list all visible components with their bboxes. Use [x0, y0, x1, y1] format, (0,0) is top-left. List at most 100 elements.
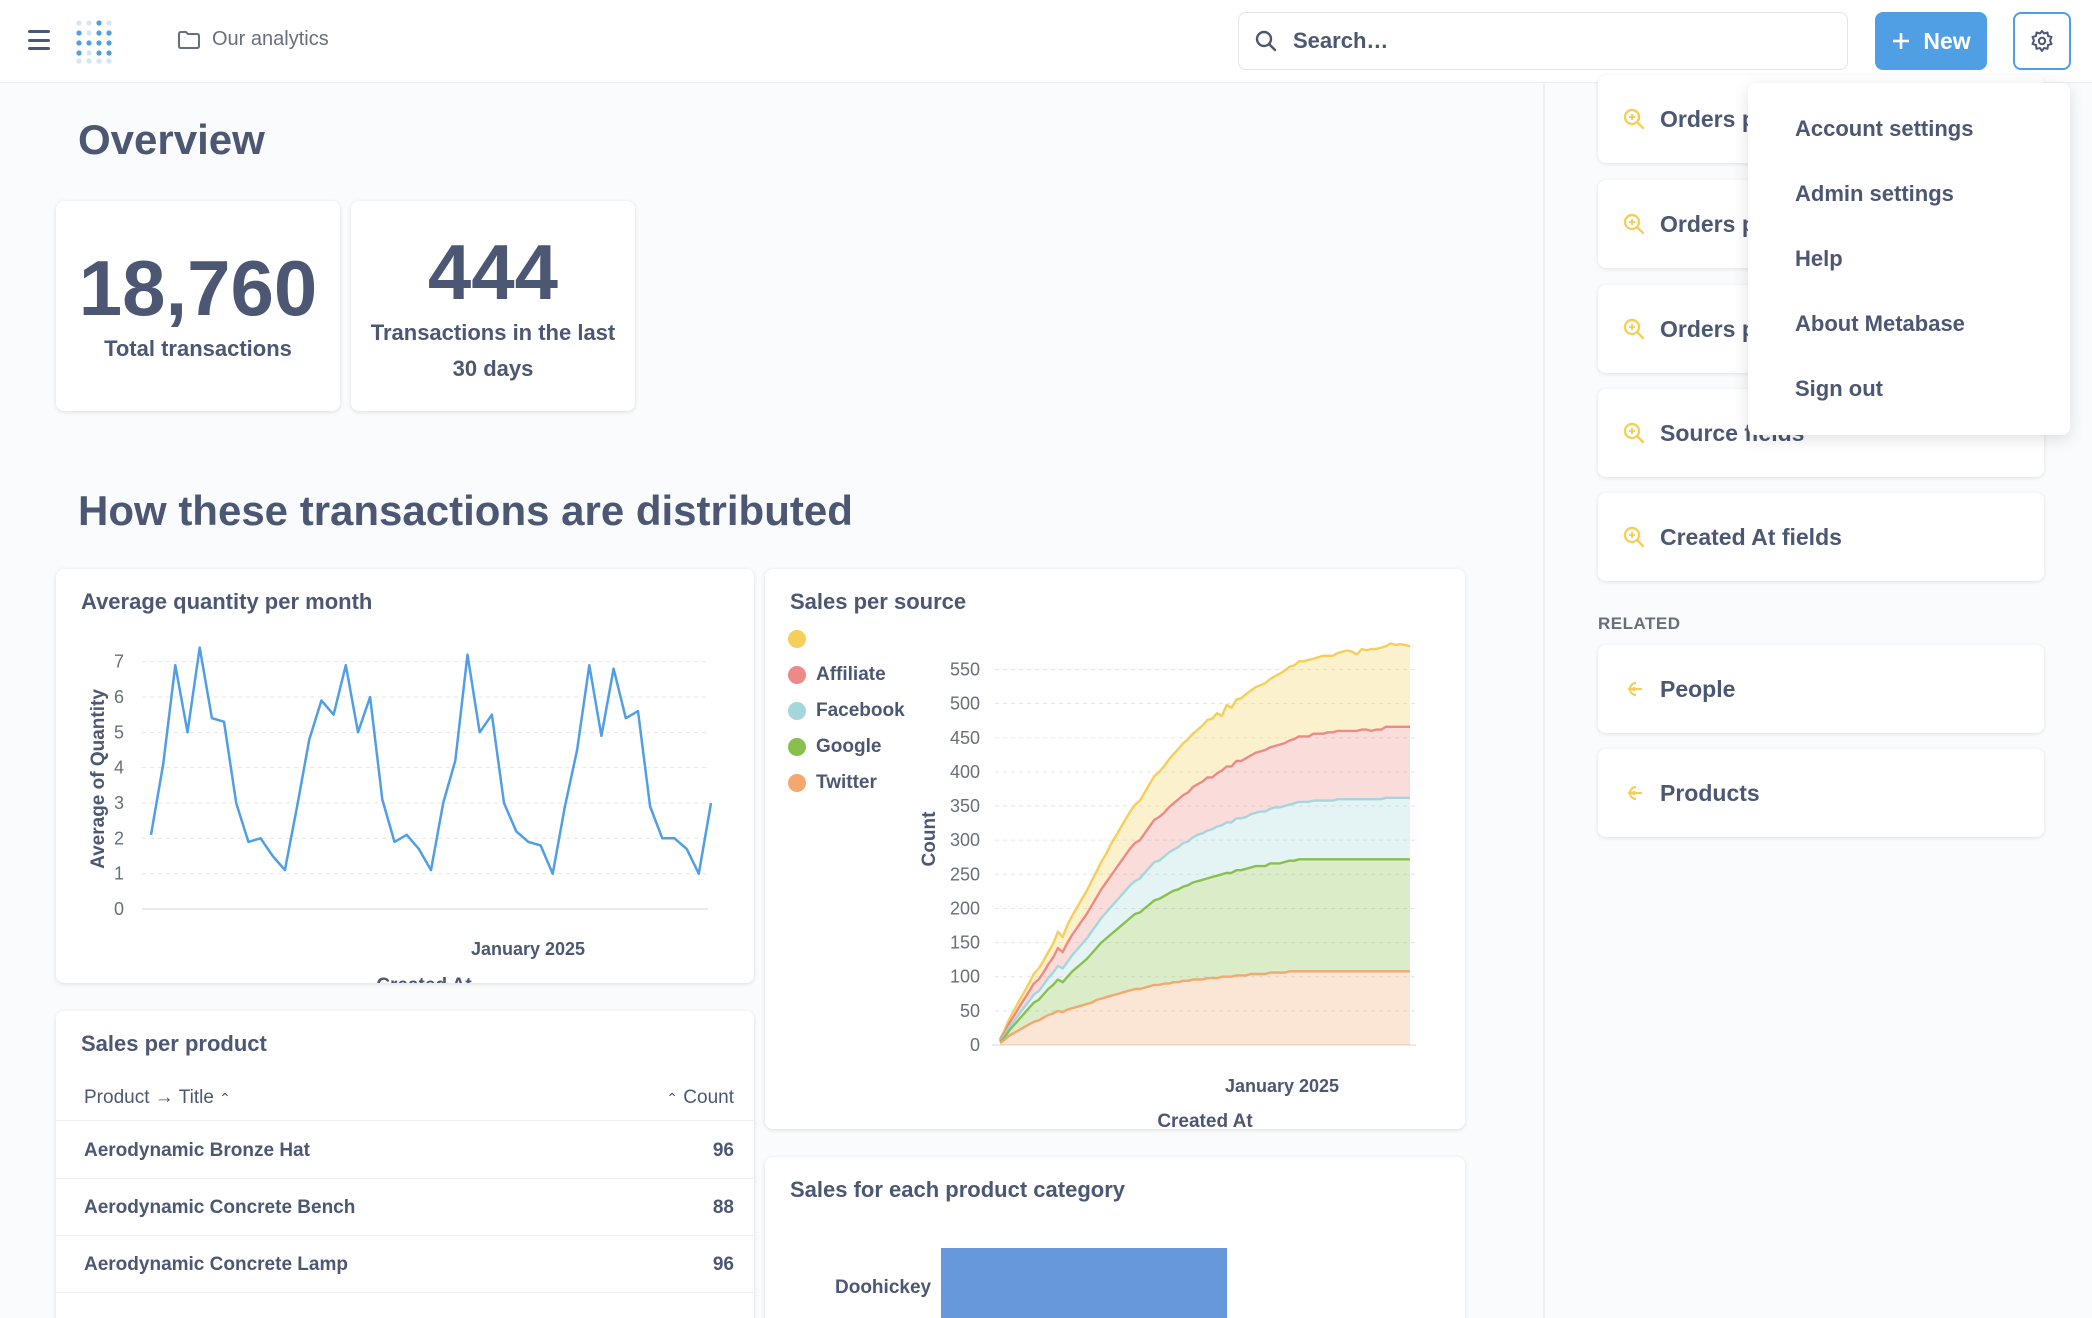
related-item-label: Products — [1660, 779, 1760, 806]
category-label-doohickey: Doohickey — [835, 1277, 932, 1298]
breadcrumb[interactable]: Our analytics — [178, 28, 329, 51]
y-tick-label: 50 — [960, 1001, 980, 1021]
legend-label: Facebook — [816, 700, 905, 721]
new-button[interactable]: New — [1875, 12, 1987, 70]
avg-quantity-chart: 0 1 2 3 4 5 6 7 January 2025 Created At Average of… — [88, 646, 713, 983]
y-tick-label: 350 — [950, 796, 980, 816]
menu-item-about-metabase[interactable]: About Metabase — [1795, 311, 1965, 336]
search-input[interactable] — [1293, 28, 1813, 54]
y-tick-label: 3 — [114, 793, 124, 813]
avg-quantity-title: Average quantity per month — [81, 589, 373, 614]
y-tick-label: 150 — [950, 933, 980, 953]
y-tick-label: 4 — [114, 758, 124, 778]
sidebar-item-label: Created At fields — [1660, 523, 1842, 550]
top-navigation-bar: Our analytics New — [0, 0, 2092, 83]
cell-title[interactable]: Aerodynamic Bronze Hat — [84, 1140, 310, 1161]
cell-count: 96 — [712, 1254, 734, 1275]
zoom-in-icon — [1623, 213, 1645, 235]
menu-item-help[interactable]: Help — [1795, 246, 1843, 271]
legend-item-facebook[interactable]: Facebook — [788, 693, 905, 729]
sales-source-card[interactable]: Sales per source Affiliate Facebook Goog… — [765, 569, 1465, 1129]
sales-source-chart: 0 50 100 150 200 250 300 350 400 450 500 550 January… — [919, 642, 1416, 1129]
menu-item-sign-out[interactable]: Sign out — [1795, 376, 1883, 401]
y-tick-label: 300 — [950, 830, 980, 850]
sort-ascending-icon: ⌃ — [666, 1090, 679, 1106]
distribution-heading: How these transactions are distributed — [78, 487, 853, 534]
sales-product-card[interactable]: Sales per product Product → Title ⌃ ⌃ Co… — [56, 1011, 754, 1318]
total-transactions-label: Total transactions — [104, 336, 292, 361]
menu-item-account-settings[interactable]: Account settings — [1795, 116, 1974, 141]
legend-dot-facebook — [788, 702, 806, 720]
y-tick-label: 1 — [114, 864, 124, 884]
avg-quantity-card[interactable]: Average quantity per month 0 1 2 3 4 5 6 7 Janua… — [56, 569, 754, 983]
dashboard-main: Overview 18,760 Total transactions 444 T… — [0, 83, 1543, 1318]
column-header-count-label: Count — [683, 1087, 734, 1108]
sales-category-card[interactable]: Sales for each product category Doohicke… — [765, 1157, 1465, 1318]
column-header-title[interactable]: Product → Title ⌃ — [84, 1087, 231, 1109]
legend-dot-affiliate — [788, 666, 806, 684]
zoom-in-icon — [1623, 422, 1645, 444]
recent-transactions-label: Transactions in the last 30 days — [370, 320, 616, 381]
area-series-affiliate-fill — [1000, 726, 1410, 1041]
sales-category-title: Sales for each product category — [790, 1177, 1125, 1202]
table-row[interactable]: Aerodynamic Concrete Lamp 96 — [56, 1236, 754, 1293]
sort-ascending-icon: ⌃ — [219, 1090, 231, 1106]
y-tick-label: 6 — [114, 687, 124, 707]
cell-count: 88 — [712, 1197, 734, 1218]
y-tick-label: 5 — [114, 722, 124, 742]
related-heading: RELATED — [1598, 614, 1681, 633]
legend-item-affiliate[interactable]: Affiliate — [788, 657, 905, 693]
x-axis-title: Created At — [1157, 1111, 1253, 1129]
area-series-twitter-fill — [1000, 971, 1410, 1045]
x-tick-label: January 2025 — [1225, 1076, 1339, 1096]
area-series-google-line — [999, 858, 1410, 1043]
breadcrumb-label: Our analytics — [212, 28, 329, 50]
new-button-label: New — [1923, 27, 1971, 54]
line-series — [149, 646, 713, 875]
legend-dot-twitter — [788, 774, 806, 792]
zoom-in-icon — [1623, 526, 1645, 548]
table-row[interactable]: Aerodynamic Concrete Bench 88 — [56, 1179, 754, 1236]
search-bar[interactable] — [1238, 12, 1848, 70]
related-item-products[interactable]: Products — [1598, 749, 2044, 837]
sales-source-legend: Affiliate Facebook Google Twitter — [788, 621, 905, 801]
gear-icon — [2031, 30, 2053, 52]
sales-source-title: Sales per source — [790, 589, 967, 614]
folder-icon — [178, 30, 200, 49]
legend-item-twitter[interactable]: Twitter — [788, 765, 905, 801]
cell-title[interactable]: Aerodynamic Concrete Bench — [84, 1197, 356, 1218]
category-bar-doohickey[interactable] — [941, 1248, 1227, 1318]
legend-label: Twitter — [816, 772, 877, 793]
sales-product-title: Sales per product — [81, 1031, 267, 1056]
y-tick-label: 100 — [950, 967, 980, 987]
cell-count: 96 — [712, 1140, 734, 1161]
settings-button[interactable] — [2013, 12, 2071, 70]
y-tick-label: 250 — [950, 864, 980, 884]
metabase-logo[interactable] — [74, 18, 116, 64]
connection-icon — [1628, 785, 1642, 801]
sidebar-item-label: Orders p — [1660, 315, 1756, 342]
menu-item-admin-settings[interactable]: Admin settings — [1795, 181, 1954, 206]
menu-icon[interactable] — [28, 30, 50, 50]
x-tick-label: January 2025 — [471, 939, 585, 959]
sidebar-item-created-at-fields[interactable]: Created At fields — [1598, 493, 2044, 581]
total-transactions-card[interactable]: 18,760 Total transactions — [56, 201, 340, 411]
column-header-title-label: Product → Title — [84, 1087, 214, 1108]
column-header-count[interactable]: ⌃ Count — [666, 1087, 734, 1109]
zoom-in-icon — [1623, 108, 1645, 130]
recent-transactions-card[interactable]: 444 Transactions in the last 30 days — [351, 201, 635, 411]
y-tick-label: 400 — [950, 762, 980, 782]
total-transactions-value: 18,760 — [78, 244, 318, 332]
cell-title[interactable]: Aerodynamic Concrete Lamp — [84, 1254, 348, 1275]
table-header: Product → Title ⌃ ⌃ Count — [56, 1071, 754, 1121]
legend-item-unnamed[interactable] — [788, 621, 905, 657]
x-axis-title: Created At — [376, 975, 472, 983]
recent-transactions-value: 444 — [427, 228, 559, 316]
legend-item-google[interactable]: Google — [788, 729, 905, 765]
y-tick-label: 0 — [970, 1035, 980, 1055]
area-series-unnamed-fill — [1000, 643, 1410, 1040]
related-item-people[interactable]: People — [1598, 645, 2044, 733]
legend-dot-google — [788, 738, 806, 756]
y-tick-label: 200 — [950, 898, 980, 918]
table-row[interactable]: Aerodynamic Bronze Hat 96 — [56, 1122, 754, 1179]
